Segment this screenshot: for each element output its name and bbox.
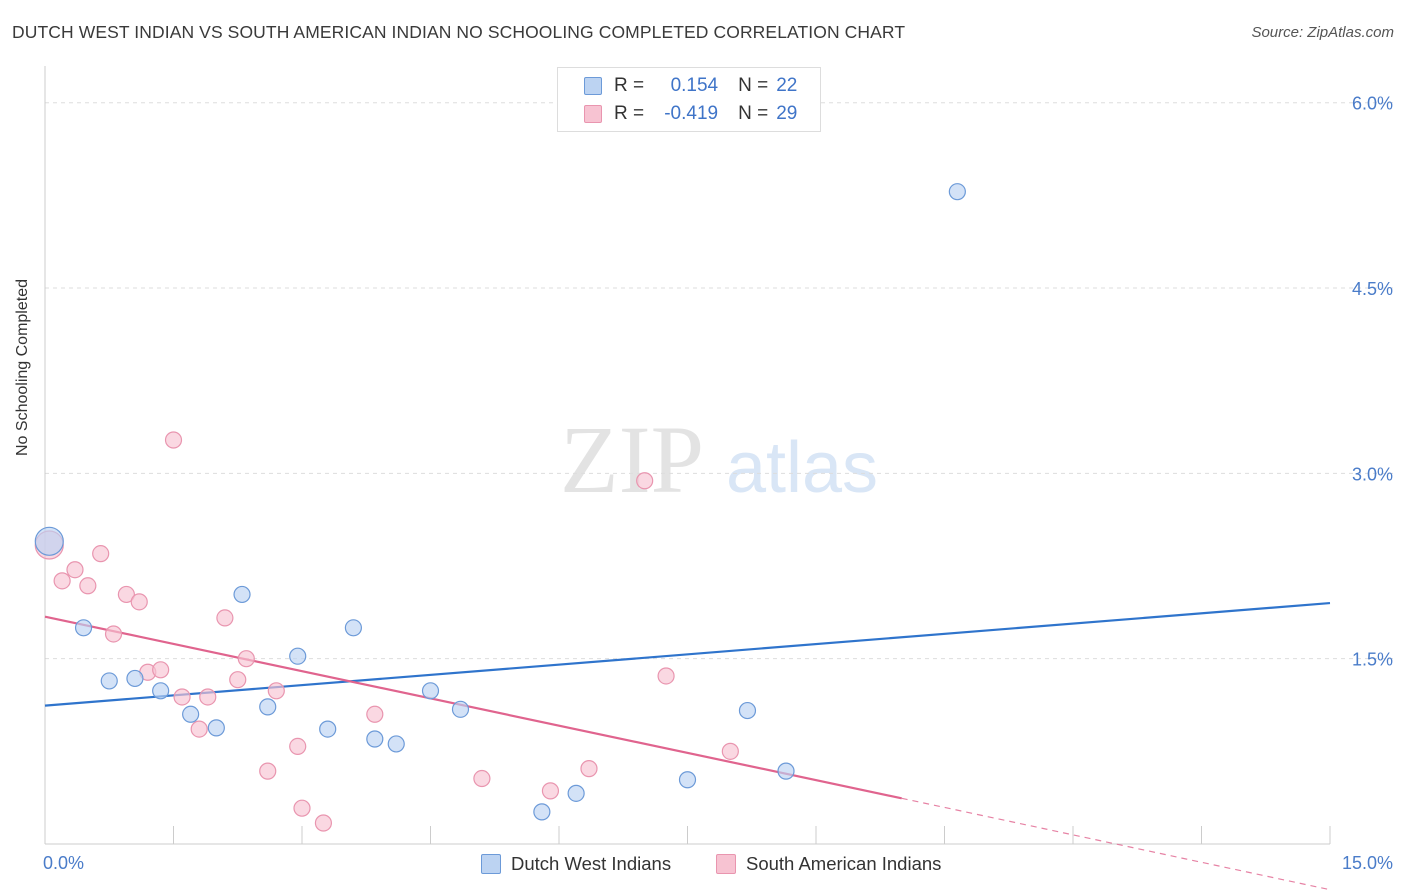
bottom-legend-label: South American Indians (746, 853, 942, 874)
point-dutch-west-indians (289, 647, 307, 665)
trend-line-dutch-west-indians (44, 601, 1331, 707)
y-tick-label: 3.0% (1352, 464, 1393, 484)
watermark-zip: ZIP (560, 406, 704, 513)
point-dutch-west-indians (344, 619, 362, 637)
watermark: ZIP atlas (560, 406, 878, 513)
point-dutch-west-indians (738, 701, 757, 720)
tick-labels: 1.5% 3.0% 4.5% 6.0% 0.0% 15.0% (43, 94, 1393, 873)
legend-swatch-pink (584, 105, 602, 123)
data-points (34, 183, 966, 832)
point-south-american-indians (289, 737, 307, 755)
point-south-american-indians (267, 682, 285, 700)
point-dutch-west-indians (152, 682, 170, 700)
point-dutch-west-indians (366, 730, 384, 748)
point-dutch-west-indians (948, 183, 966, 201)
point-south-american-indians (190, 720, 208, 738)
trend-line-south-american-indians (44, 615, 902, 800)
legend-n-label: N = (738, 103, 769, 124)
point-south-american-indians (130, 593, 148, 611)
point-south-american-indians (104, 625, 123, 643)
point-dutch-west-indians (533, 803, 551, 821)
source-credit: Source: ZipAtlas.com (1251, 24, 1394, 41)
point-dutch-west-indians (387, 735, 405, 753)
y-tick-label: 1.5% (1352, 650, 1393, 670)
legend-n-value: 22 (776, 75, 798, 96)
point-south-american-indians (66, 561, 84, 579)
gridlines (45, 102, 1395, 660)
point-dutch-west-indians (233, 585, 251, 604)
point-dutch-west-indians (777, 762, 795, 780)
legend-swatch-blue (584, 77, 602, 95)
bottom-legend-swatch-pink (716, 854, 736, 874)
point-south-american-indians (199, 688, 217, 706)
legend-r-value: -0.419 (664, 103, 719, 124)
point-south-american-indians (293, 799, 311, 817)
point-south-american-indians (79, 577, 97, 595)
legend-r-label: R = (614, 103, 645, 124)
y-tick-label: 6.0% (1352, 94, 1393, 114)
point-dutch-west-indians (259, 698, 277, 716)
point-south-american-indians (636, 472, 654, 490)
bottom-legend-south-american-indians: South American Indians (716, 851, 941, 877)
point-south-american-indians (259, 762, 277, 780)
correlation-legend: R = 0.154 N = 22 R = -0.419 N = 29 (557, 67, 821, 132)
chart-title: DUTCH WEST INDIAN VS SOUTH AMERICAN INDI… (12, 22, 906, 42)
point-south-american-indians (314, 814, 333, 832)
point-south-american-indians (117, 585, 135, 604)
point-dutch-west-indians (182, 705, 200, 723)
x-tick-label: 15.0% (1342, 853, 1393, 873)
point-south-american-indians (721, 742, 739, 760)
point-south-american-indians (216, 609, 234, 627)
point-dutch-west-indians (100, 672, 118, 690)
point-south-american-indians (580, 760, 598, 778)
point-south-american-indians (541, 782, 560, 800)
point-south-american-indians (473, 769, 491, 788)
point-south-american-indians (237, 650, 255, 668)
point-south-american-indians (92, 545, 110, 563)
legend-row-south-american-indians: R = -0.419 N = 29 (584, 101, 797, 127)
trend-lines (44, 601, 1331, 891)
bottom-legend-swatch-blue (481, 854, 501, 874)
point-dutch-west-indians (567, 784, 585, 802)
point-dutch-west-indians (34, 526, 64, 556)
point-dutch-west-indians (678, 771, 697, 789)
point-dutch-west-indians (421, 682, 440, 700)
y-tick-label: 4.5% (1352, 279, 1393, 299)
point-south-american-indians (366, 705, 384, 723)
axes (44, 66, 1331, 845)
legend-r-value: 0.154 (670, 75, 719, 96)
point-south-american-indians (53, 572, 71, 590)
bottom-legend-dutch-west-indians: Dutch West Indians (481, 851, 671, 877)
trend-line-extension (901, 797, 1331, 891)
point-dutch-west-indians (207, 719, 225, 737)
legend-r-label: R = (614, 75, 645, 96)
point-south-american-indians (164, 431, 183, 449)
x-tick-label: 0.0% (43, 853, 84, 873)
point-south-american-indians (152, 661, 170, 679)
point-dutch-west-indians (451, 700, 470, 718)
point-south-american-indians (173, 688, 191, 706)
bottom-legend-label: Dutch West Indians (511, 853, 672, 874)
legend-n-value: 29 (776, 103, 798, 124)
point-dutch-west-indians (126, 669, 144, 688)
legend-row-dutch-west-indians: R = 0.154 N = 22 (584, 73, 797, 99)
point-south-american-indians (229, 671, 247, 689)
legend-n-label: N = (738, 75, 769, 96)
point-dutch-west-indians (319, 720, 337, 738)
point-south-american-indians (657, 667, 675, 685)
watermark-atlas: atlas (726, 428, 878, 508)
point-dutch-west-indians (74, 619, 93, 637)
